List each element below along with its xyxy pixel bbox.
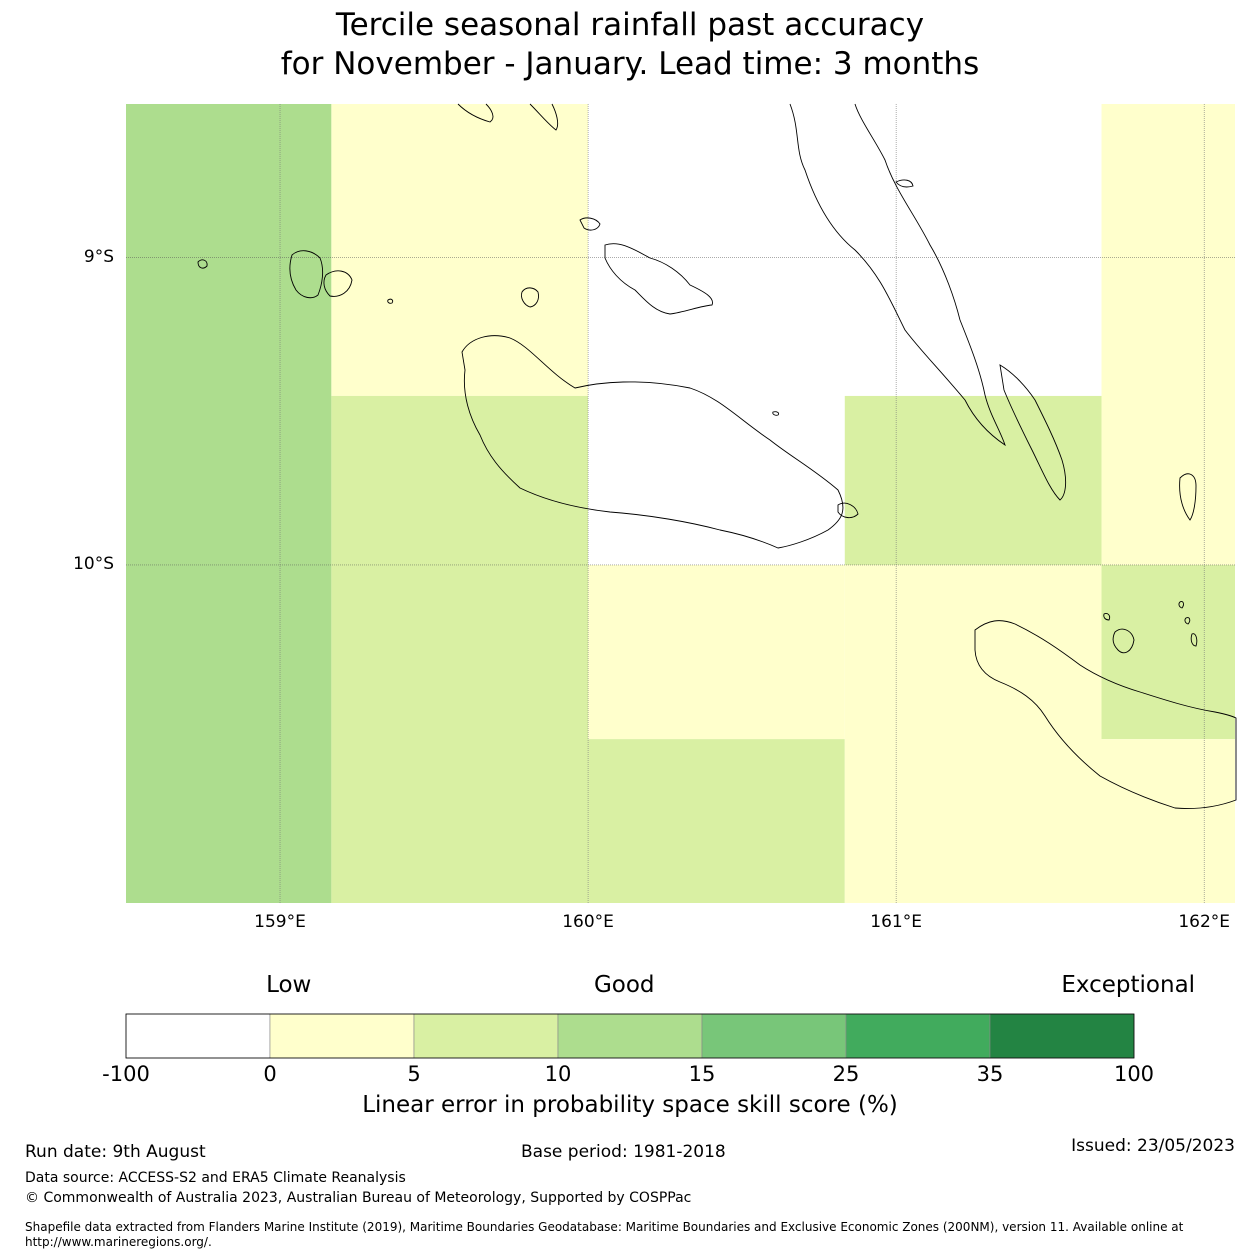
coastline-islet-i <box>1184 617 1191 625</box>
coastline-islet-f <box>1112 628 1135 654</box>
grid-cell-8 <box>844 564 1102 903</box>
lon-tick-label-1: 160°E <box>562 912 614 932</box>
colorbar-tick-5: 25 <box>832 1062 860 1086</box>
coastline-makira <box>974 620 1237 809</box>
copyright: © Commonwealth of Australia 2023, Austra… <box>25 1190 692 1206</box>
grid-cell-1 <box>331 104 589 396</box>
coastline-malaita <box>789 103 1006 447</box>
colorbar-tick-1: 0 <box>263 1062 277 1086</box>
grid-cell-4 <box>588 564 845 740</box>
issued-date: Issued: 23/05/2023 <box>1071 1136 1235 1156</box>
coastline-islet-c <box>772 411 780 416</box>
colorbar-category-0: Low <box>266 972 312 998</box>
colorbar-swatch-3 <box>557 1013 703 1059</box>
colorbar-tick-4: 15 <box>688 1062 716 1086</box>
coastline-islet-a <box>197 259 208 269</box>
colorbar-swatch-1 <box>269 1013 415 1059</box>
coastline-islet-e <box>895 179 914 188</box>
colorbar-tick-0: -100 <box>102 1062 150 1086</box>
grid-cell-7 <box>844 395 1102 565</box>
colorbar-swatch-4 <box>701 1013 847 1059</box>
colorbar <box>125 1013 1135 1059</box>
skill-grid-cells <box>126 104 1235 903</box>
grid-cell-5 <box>588 739 845 903</box>
coastline-russell-small <box>323 270 353 297</box>
colorbar-tick-3: 10 <box>544 1062 572 1086</box>
run-date: Run date: 9th August <box>25 1142 206 1162</box>
colorbar-label: Linear error in probability space skill … <box>362 1092 898 1118</box>
map-title: Tercile seasonal rainfall past accuracy … <box>0 6 1260 84</box>
coastline-islet-d <box>837 502 859 519</box>
lat-tick-label-1: 10°S <box>73 553 114 574</box>
coastline-islet-j <box>1190 633 1198 647</box>
coastline-north-top <box>457 103 494 123</box>
colorbar-swatch-0 <box>125 1013 271 1059</box>
colorbar-frame <box>125 1013 1135 1059</box>
colorbar-tick-7: 100 <box>1113 1062 1155 1086</box>
data-source: Data source: ACCESS-S2 and ERA5 Climate … <box>25 1170 406 1186</box>
grid-cell-10 <box>1101 564 1235 740</box>
lat-tick-label-0: 9°S <box>83 246 114 267</box>
coastline-small-malaita <box>999 364 1067 501</box>
colorbar-tick-2: 5 <box>407 1062 421 1086</box>
colorbar-swatch-5 <box>845 1013 991 1059</box>
lon-tick-label-2: 161°E <box>870 912 922 932</box>
coastline-tulagi <box>579 217 601 231</box>
coastline-florida-islands <box>604 243 713 315</box>
title-line-1: Tercile seasonal rainfall past accuracy <box>335 7 925 43</box>
grid-cell-6 <box>844 104 1102 396</box>
coastlines <box>197 103 1237 809</box>
lon-tick-label-0: 159°E <box>254 912 306 932</box>
coastline-islet-g <box>1103 613 1111 621</box>
colorbar-swatch-6 <box>989 1013 1135 1059</box>
grid-cell-11 <box>1101 739 1235 903</box>
coastline-north-top-2 <box>529 103 559 131</box>
coastline-islet-h <box>1178 601 1184 609</box>
grid-cell-2 <box>331 395 589 903</box>
coastline-savo <box>521 287 539 308</box>
colorbar-category-1: Good <box>593 972 655 998</box>
colorbar-tick-6: 35 <box>976 1062 1004 1086</box>
grid-cell-0 <box>126 104 332 903</box>
base-period: Base period: 1981-2018 <box>521 1142 726 1162</box>
coastline-ulawa <box>1179 473 1197 521</box>
lon-tick-label-3: 162°E <box>1178 912 1231 932</box>
coastline-guadalcanal <box>461 335 844 549</box>
grid-cell-9 <box>1101 104 1235 565</box>
coastline-russell-islands <box>289 250 324 299</box>
colorbar-category-2: Exceptional <box>1061 972 1196 998</box>
title-line-2: for November - January. Lead time: 3 mon… <box>280 46 980 82</box>
coastline-islet-b <box>387 298 394 304</box>
colorbar-swatch-2 <box>413 1013 559 1059</box>
shapefile-attribution: Shapefile data extracted from Flanders M… <box>25 1220 1184 1249</box>
grid-cell-3 <box>588 104 845 565</box>
graticule <box>126 104 1235 903</box>
